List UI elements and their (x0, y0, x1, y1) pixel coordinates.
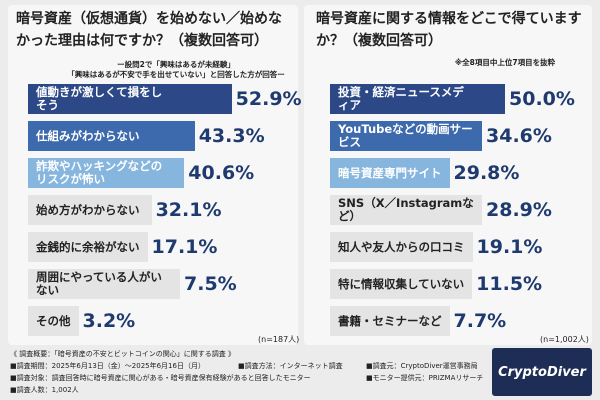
bar-row: その他 3.2% (28, 306, 135, 336)
value-label: 19.1% (476, 236, 543, 258)
bar: YouTubeなどの動画サービス (330, 121, 482, 151)
category-label: その他 (36, 313, 71, 328)
value-label: 7.7% (453, 310, 507, 332)
chart-title: 暗号資産に関する情報をどこで得ていますか？（複数回答可） (316, 11, 582, 49)
bar-row: YouTubeなどの動画サービス 34.6% (330, 121, 552, 151)
category-label: 知人や友人からの口コミ (338, 239, 465, 254)
bar-row: 周囲にやっている人がいない 7.5% (28, 269, 237, 299)
footer-period: ■調査期間：2025年6月13日（金）〜2025年6月16日（月） (10, 362, 205, 370)
category-label: YouTubeなどの動画サービス (338, 122, 473, 149)
bar-row: 知人や友人からの口コミ 19.1% (330, 232, 542, 262)
sample-note: (n=1,002人) (540, 335, 589, 344)
category-label: 暗号資産専門サイト (338, 165, 442, 180)
category-label: 書籍・セミナーなど (338, 313, 442, 328)
value-label: 32.1% (155, 199, 222, 221)
category-label: SNS（X／Instagramなど） (338, 196, 474, 223)
bar: 投資・経済ニュースメディア (330, 84, 505, 114)
bar: 周囲にやっている人がいない (28, 269, 180, 299)
bar: 書籍・セミナーなど (330, 306, 450, 336)
category-label: 仕組みがわからない (36, 128, 140, 143)
value-label: 28.9% (486, 199, 552, 221)
bar-row: 特に情報収集していない 11.5% (330, 269, 542, 299)
footer-target: ■調査対象：調査回答時に暗号資産に関心がある・暗号資産保有経験があると回答したモ… (10, 374, 311, 382)
footer-heading: 《 調査概要：「暗号資産の不安とビットコインの関心」に関する調査 》 (10, 350, 235, 358)
bar-row: 暗号資産専門サイト 29.8% (330, 158, 519, 188)
value-label: 17.1% (151, 236, 218, 258)
logo: CryptoDiver (492, 348, 592, 396)
category-label: 値動きが激しくて損をしそう (36, 85, 163, 112)
chart-subtitle: ー設問2で「興味はあるが未経験」 「興味はあるが不安で手を出せていない」と回答し… (67, 60, 285, 79)
bar-row: 値動きが激しくて損をしそう 52.9% (28, 84, 302, 114)
value-label: 11.5% (476, 273, 543, 295)
bar: 始め方がわからない (28, 195, 152, 225)
bar-row: 仕組みがわからない 43.3% (28, 121, 265, 151)
category-label: 詐欺やハッキングなどのリスクが怖い (36, 159, 163, 186)
footer-monitor: ■モニター提供元：PRIZMAリサーチ (366, 374, 484, 382)
bar: 仕組みがわからない (28, 121, 195, 151)
bar: その他 (28, 306, 79, 336)
bar-row: 始め方がわからない 32.1% (28, 195, 222, 225)
value-label: 29.8% (453, 162, 520, 184)
category-label: 金銭的に余裕がない (36, 239, 140, 254)
chart-title: 暗号資産（仮想通貨）を始めない／始めなかった理由は何ですか？（複数回答可） (16, 11, 282, 49)
category-label: 周囲にやっている人がいない (36, 270, 162, 297)
bar-row: 金銭的に余裕がない 17.1% (28, 232, 217, 262)
bar-row: 投資・経済ニュースメディア 50.0% (330, 84, 575, 114)
value-label: 50.0% (509, 88, 575, 110)
footer-count: ■調査人数：1,002人 (10, 386, 79, 394)
value-label: 52.9% (235, 88, 302, 110)
category-label: 始め方がわからない (36, 202, 140, 217)
bar: 暗号資産専門サイト (330, 158, 450, 188)
value-label: 43.3% (198, 125, 265, 147)
sample-note: (n=187人) (258, 335, 300, 344)
bar: 金銭的に余裕がない (28, 232, 148, 262)
value-label: 3.2% (82, 310, 136, 332)
bar: 特に情報収集していない (330, 269, 473, 299)
category-label: 特に情報収集していない (338, 276, 465, 291)
bar: SNS（X／Instagramなど） (330, 195, 482, 225)
bar-row: SNS（X／Instagramなど） 28.9% (330, 195, 552, 225)
value-label: 40.6% (188, 162, 255, 184)
value-label: 7.5% (184, 273, 237, 295)
value-label: 34.6% (486, 125, 552, 147)
footer-source: ■調査元：CryptoDiver運営事務局 (366, 362, 478, 370)
bar-row: 詐欺やハッキングなどのリスクが怖い 40.6% (28, 158, 254, 188)
bar-row: 書籍・セミナーなど 7.7% (330, 306, 506, 336)
bar: 詐欺やハッキングなどのリスクが怖い (28, 158, 185, 188)
bar: 値動きが激しくて損をしそう (28, 84, 232, 114)
bar: 知人や友人からの口コミ (330, 232, 473, 262)
footer-method: ■調査方法：インターネット調査 (238, 362, 343, 370)
chart-subtitle: ※全8項目中上位7項目を抜粋 (454, 58, 556, 67)
category-label: 投資・経済ニュースメディア (338, 85, 464, 112)
